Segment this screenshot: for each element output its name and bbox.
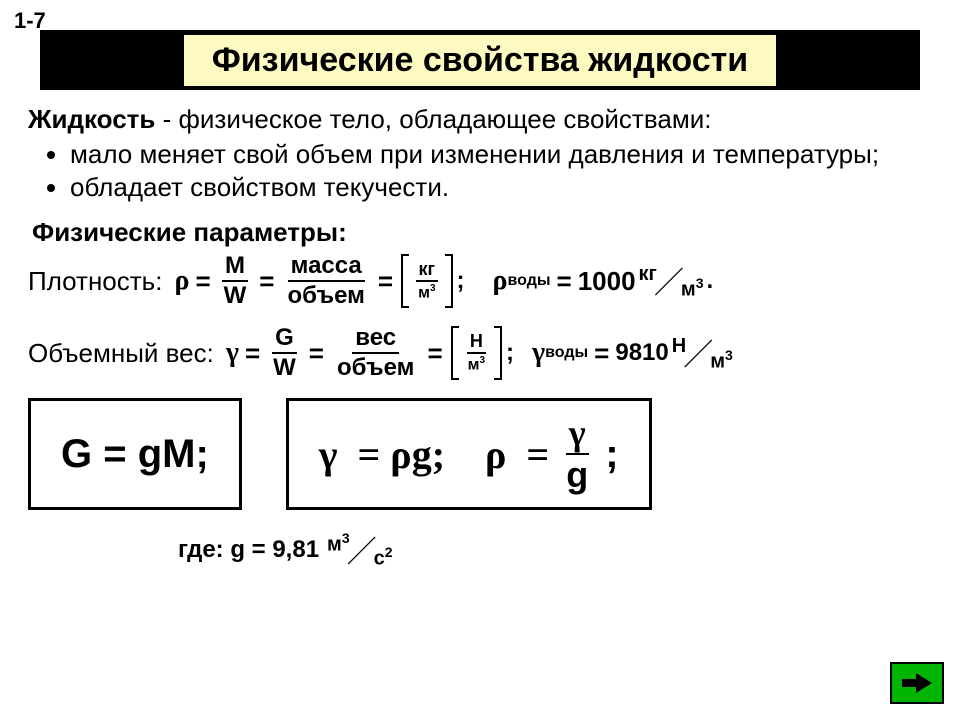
next-button[interactable] [890, 662, 944, 704]
equals: = [427, 338, 442, 369]
formula-2-trail: ; [605, 432, 618, 477]
equals: = [309, 338, 324, 369]
semicolon: ; [457, 267, 465, 295]
density-unit: кг м3 [415, 260, 438, 301]
spweight-water-value: 9810 [615, 339, 668, 367]
density-ratio-words: масса объем [284, 254, 367, 308]
g-unit: м3 ／ с2 [327, 528, 393, 572]
water-subscript: воды [508, 272, 551, 290]
formula-2-fraction: γ g [563, 415, 591, 493]
specific-weight-label: Объемный вес: [28, 338, 214, 369]
density-row: Плотность: ρ = M W = масса объем = кг м3… [28, 254, 932, 308]
gamma-water-symbol: γ [532, 337, 545, 369]
equals: = [594, 338, 609, 369]
density-water-value: 1000 [578, 266, 636, 297]
rho-symbol: ρ [174, 265, 189, 297]
title-strip: Физические свойства жидкости [40, 30, 920, 90]
rho-water-symbol: ρ [493, 265, 508, 297]
spweight-water-unit: Н ／ м3 [672, 331, 733, 375]
formula-2-text: γ = ρg; ρ = [319, 431, 549, 478]
formula-row: G = gM; γ = ρg; ρ = γ g ; [28, 398, 932, 510]
formula-box-2: γ = ρg; ρ = γ g ; [286, 398, 652, 510]
equals: = [259, 266, 274, 297]
arrow-right-icon [900, 671, 934, 695]
water-subscript: воды [545, 344, 588, 362]
formula-1: G = gM; [61, 432, 209, 477]
specific-weight-row: Объемный вес: γ = G W = вес объем = Н м3… [28, 326, 932, 380]
period: . [706, 267, 713, 295]
equals: = [245, 338, 260, 369]
definition-rest: - физическое тело, обладающее свойствами… [155, 104, 711, 134]
density-ratio-symbolic: M W [221, 254, 250, 308]
equals: = [378, 266, 393, 297]
spweight-unit: Н м3 [465, 332, 488, 373]
list-item: обладает свойством текучести. [70, 172, 932, 203]
body: Жидкость - физическое тело, обладающее с… [28, 104, 932, 572]
density-water-unit: кг ／ м3 [639, 259, 704, 303]
equals: = [195, 266, 210, 297]
properties-list: мало меняет свой объем при изменении дав… [28, 139, 932, 203]
formula-box-1: G = gM; [28, 398, 242, 510]
unit-bracket: кг м3 [401, 254, 452, 308]
list-item: мало меняет свой объем при изменении дав… [70, 139, 932, 170]
page-title: Физические свойства жидкости [184, 35, 776, 86]
density-label: Плотность: [28, 266, 162, 297]
where-text: где: g = 9,81 [178, 536, 319, 564]
where-clause: где: g = 9,81 м3 ／ с2 [178, 528, 932, 572]
spweight-ratio-symbolic: G W [270, 326, 299, 380]
equals: = [557, 266, 572, 297]
semicolon: ; [506, 339, 514, 367]
gamma-symbol: γ [226, 337, 239, 369]
definition: Жидкость - физическое тело, обладающее с… [28, 104, 932, 135]
spweight-ratio-words: вес объем [334, 326, 417, 380]
definition-term: Жидкость [28, 104, 155, 134]
unit-bracket: Н м3 [451, 326, 502, 380]
parameters-header: Физические параметры: [32, 217, 932, 248]
